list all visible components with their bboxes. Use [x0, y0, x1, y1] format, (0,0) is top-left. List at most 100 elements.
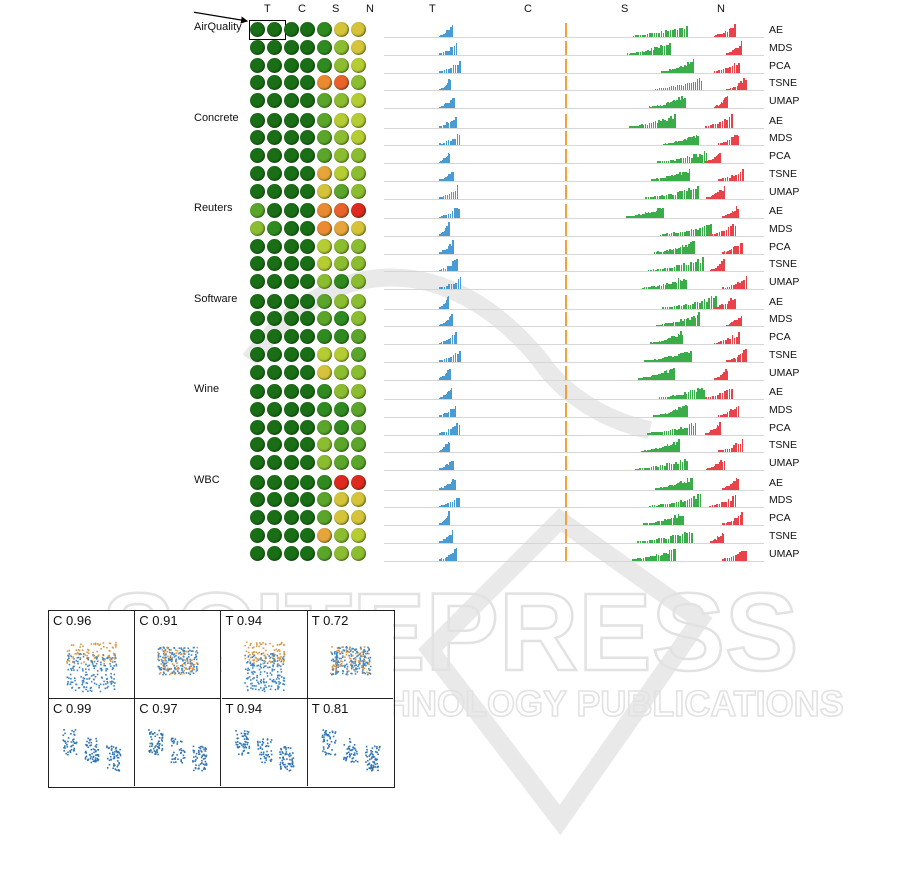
- histogram-bar-s: [644, 123, 647, 128]
- scatter-point: [190, 662, 193, 665]
- scatter-point: [162, 664, 165, 667]
- histogram-bar-s: [686, 137, 689, 146]
- histogram-bar-s: [640, 451, 643, 453]
- histogram-bar-s: [666, 176, 668, 181]
- histogram-bar-s: [694, 318, 697, 327]
- histogram-bar-s: [658, 538, 661, 543]
- scatter-point: [181, 658, 184, 661]
- histogram-bar-n: [726, 176, 729, 181]
- metric-dot: [250, 57, 265, 73]
- scatter-point: [116, 756, 119, 759]
- histogram-bar-n: [723, 231, 725, 236]
- histogram-bar-s: [642, 125, 645, 128]
- scatter-point: [86, 682, 89, 685]
- scatter-point: [242, 746, 245, 749]
- scatter-point: [268, 666, 271, 668]
- scatter-point: [172, 653, 175, 656]
- scatter-point: [92, 755, 95, 758]
- scatter-point: [372, 756, 375, 758]
- scatter-point: [343, 756, 345, 759]
- histogram-bar-n: [729, 88, 732, 91]
- scatter-point: [169, 651, 171, 654]
- histogram-bar-n: [737, 478, 739, 490]
- scatter-point: [102, 657, 104, 660]
- histogram-bar-s: [680, 66, 682, 73]
- scatter-point: [354, 656, 356, 659]
- scatter-point: [184, 647, 186, 649]
- scatter-point: [78, 649, 81, 652]
- scatter-point: [90, 675, 93, 677]
- scatter-point: [278, 763, 281, 766]
- histogram-bar-t: [442, 125, 445, 128]
- scatter-point: [195, 755, 197, 758]
- scatter-point: [171, 651, 174, 654]
- histogram-bar-s: [658, 358, 660, 362]
- histogram-bar-n: [731, 66, 734, 73]
- histogram-bar-t: [443, 303, 446, 309]
- metric-dot: [300, 112, 316, 128]
- histogram-bar-n: [721, 487, 724, 490]
- scatter-point: [90, 756, 92, 758]
- scatter-point: [371, 753, 373, 755]
- scatter-point: [149, 751, 151, 753]
- scatter-point: [180, 647, 183, 649]
- scatter-point: [242, 743, 244, 745]
- metric-dot: [250, 364, 265, 380]
- method-label: AE: [769, 205, 784, 217]
- scatter-point: [248, 659, 250, 661]
- metric-dot: [334, 293, 349, 309]
- histogram-bar-s: [670, 463, 673, 471]
- scatter-point: [244, 741, 247, 743]
- histogram-bar-t: [446, 122, 448, 128]
- histogram-bar-n: [724, 30, 727, 37]
- histogram-bar-s: [678, 321, 680, 327]
- histogram-bar-s: [680, 331, 682, 345]
- histogram-bar-s: [674, 100, 677, 109]
- scatter-point: [165, 659, 168, 662]
- scatter-point: [70, 741, 73, 743]
- histogram-bar-n: [714, 156, 716, 164]
- histogram-bar-n: [722, 533, 725, 543]
- histogram-bar-s: [683, 481, 686, 490]
- histogram-bar-s: [640, 124, 643, 128]
- scatter-point: [96, 670, 99, 672]
- scatter-point: [373, 762, 375, 764]
- metric-dot: [266, 437, 282, 453]
- scatter-point: [282, 757, 284, 760]
- scatter-point: [344, 759, 347, 762]
- scatter-point: [368, 672, 371, 674]
- scatter-point: [171, 737, 173, 740]
- scatter-point: [276, 663, 278, 666]
- scatter-point: [87, 690, 89, 692]
- histogram-bar-n: [741, 281, 743, 290]
- metric-dot: [317, 311, 333, 327]
- histogram-bar-t: [449, 174, 452, 181]
- scatter-point: [276, 676, 279, 678]
- histogram-bar-s: [652, 414, 655, 417]
- metric-dot: [283, 474, 299, 490]
- scatter-point: [362, 666, 364, 668]
- metric-dot: [334, 220, 349, 236]
- histogram-bar-s: [631, 558, 634, 561]
- scatter-point: [243, 682, 246, 684]
- histogram-bar-s: [641, 287, 644, 290]
- scatter-point: [98, 684, 100, 687]
- histogram-bar-s: [667, 101, 669, 109]
- histogram-bar-n: [728, 323, 731, 327]
- histogram-bar-n: [707, 197, 709, 199]
- scatter-point: [67, 753, 69, 756]
- histogram-bar-s: [662, 32, 665, 37]
- histogram-bar-t: [444, 231, 446, 236]
- scatter-point: [363, 667, 366, 670]
- scatter-point: [182, 655, 185, 658]
- scatter-point: [69, 751, 72, 754]
- histogram-bar-t: [448, 68, 450, 73]
- histogram-bar-t: [443, 375, 446, 380]
- histogram-bar-t: [444, 124, 446, 128]
- histogram-bar-n: [736, 517, 738, 526]
- histogram-bar-n: [731, 174, 733, 181]
- scatter-point: [114, 655, 116, 657]
- scatter-point: [366, 764, 369, 766]
- histogram-bar-s: [669, 160, 672, 164]
- scatter-point: [101, 656, 104, 659]
